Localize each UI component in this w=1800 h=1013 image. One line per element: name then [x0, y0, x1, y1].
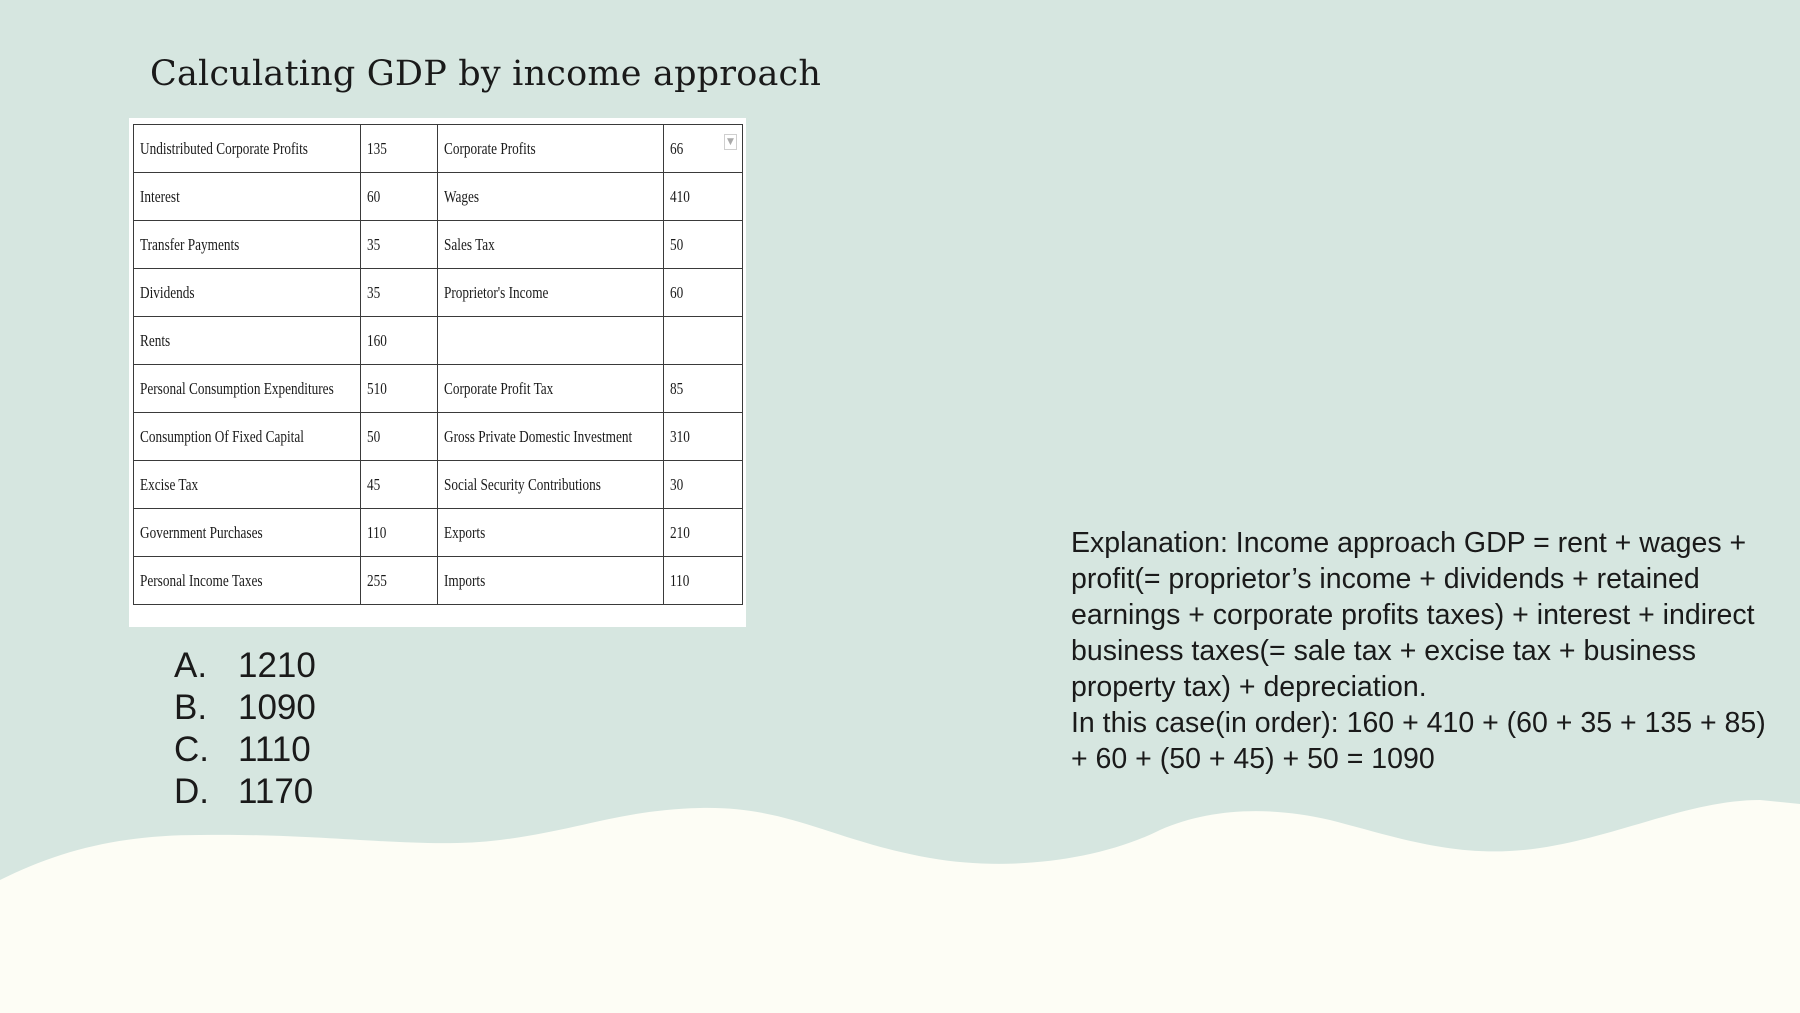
option-letter: D. — [174, 772, 209, 811]
table-cell: Personal Consumption Expenditures — [133, 364, 361, 413]
table-cell: 60 — [663, 268, 743, 317]
table-cell: 110 — [360, 508, 438, 557]
answer-option-b: B. 1090 — [174, 687, 316, 729]
answer-options: A. 1210 B. 1090 C. 1110 D. 1170 — [174, 645, 316, 813]
table-row: Excise Tax 45 Social Security Contributi… — [133, 460, 743, 509]
table-row: Personal Consumption Expenditures 510 Co… — [133, 364, 743, 413]
table-cell — [437, 316, 664, 365]
option-value: 1110 — [238, 730, 311, 769]
table-cell: 35 — [360, 220, 438, 269]
table-row: Transfer Payments 35 Sales Tax 50 — [133, 220, 743, 269]
explanation-text: Explanation: Income approach GDP = rent … — [1071, 525, 1771, 777]
table-cell: Imports — [437, 556, 664, 605]
table-cell: Corporate Profits — [437, 124, 664, 173]
table-cell: 160 — [360, 316, 438, 365]
table-cell: 210 — [663, 508, 743, 557]
table-cell: Corporate Profit Tax — [437, 364, 664, 413]
dropdown-arrow-icon[interactable]: ▼ — [724, 134, 737, 150]
answer-option-d: D. 1170 — [174, 771, 316, 813]
option-letter: C. — [174, 730, 209, 769]
table-cell: 30 — [663, 460, 743, 509]
table-cell — [663, 316, 743, 365]
table-row: Dividends 35 Proprietor's Income 60 — [133, 268, 743, 317]
wave-shape — [0, 800, 1800, 1013]
table-cell: Exports — [437, 508, 664, 557]
answer-option-c: C. 1110 — [174, 729, 316, 771]
table-cell: Sales Tax — [437, 220, 664, 269]
gdp-data-table: Undistributed Corporate Profits 135 Corp… — [133, 124, 743, 605]
table-cell: 66 ▼ — [663, 124, 743, 173]
table-row: Consumption Of Fixed Capital 50 Gross Pr… — [133, 412, 743, 461]
table-cell: Excise Tax — [133, 460, 361, 509]
table-cell: Transfer Payments — [133, 220, 361, 269]
table-cell: 85 — [663, 364, 743, 413]
answer-option-a: A. 1210 — [174, 645, 316, 687]
table-row: Interest 60 Wages 410 — [133, 172, 743, 221]
table-cell: 255 — [360, 556, 438, 605]
table-row: Rents 160 — [133, 316, 743, 365]
table-cell: 35 — [360, 268, 438, 317]
table-row: Government Purchases 110 Exports 210 — [133, 508, 743, 557]
option-value: 1090 — [238, 688, 316, 727]
option-value: 1210 — [238, 646, 316, 685]
table-row: Undistributed Corporate Profits 135 Corp… — [133, 124, 743, 173]
slide-title: Calculating GDP by income approach — [150, 54, 822, 94]
gdp-data-table-frame: Undistributed Corporate Profits 135 Corp… — [129, 118, 746, 627]
table-cell: 50 — [663, 220, 743, 269]
table-cell: 45 — [360, 460, 438, 509]
table-cell: Wages — [437, 172, 664, 221]
table-cell: Gross Private Domestic Investment — [437, 412, 664, 461]
option-value: 1170 — [238, 772, 314, 811]
table-row: Personal Income Taxes 255 Imports 110 — [133, 556, 743, 605]
table-cell: 410 — [663, 172, 743, 221]
table-cell: Government Purchases — [133, 508, 361, 557]
table-cell: Rents — [133, 316, 361, 365]
table-cell: 310 — [663, 412, 743, 461]
explanation-calculation: In this case(in order): 160 + 410 + (60 … — [1071, 707, 1766, 775]
table-cell: 60 — [360, 172, 438, 221]
table-cell: Consumption Of Fixed Capital — [133, 412, 361, 461]
table-cell: Undistributed Corporate Profits — [133, 124, 361, 173]
table-cell: Personal Income Taxes — [133, 556, 361, 605]
table-cell: 510 — [360, 364, 438, 413]
table-cell: 135 — [360, 124, 438, 173]
option-letter: B. — [174, 688, 208, 727]
table-cell: 110 — [663, 556, 743, 605]
option-letter: A. — [174, 646, 208, 685]
table-cell: 50 — [360, 412, 438, 461]
table-cell: Dividends — [133, 268, 361, 317]
explanation-paragraph: Explanation: Income approach GDP = rent … — [1071, 527, 1755, 703]
table-cell: Social Security Contributions — [437, 460, 664, 509]
table-cell: Proprietor's Income — [437, 268, 664, 317]
table-cell: Interest — [133, 172, 361, 221]
